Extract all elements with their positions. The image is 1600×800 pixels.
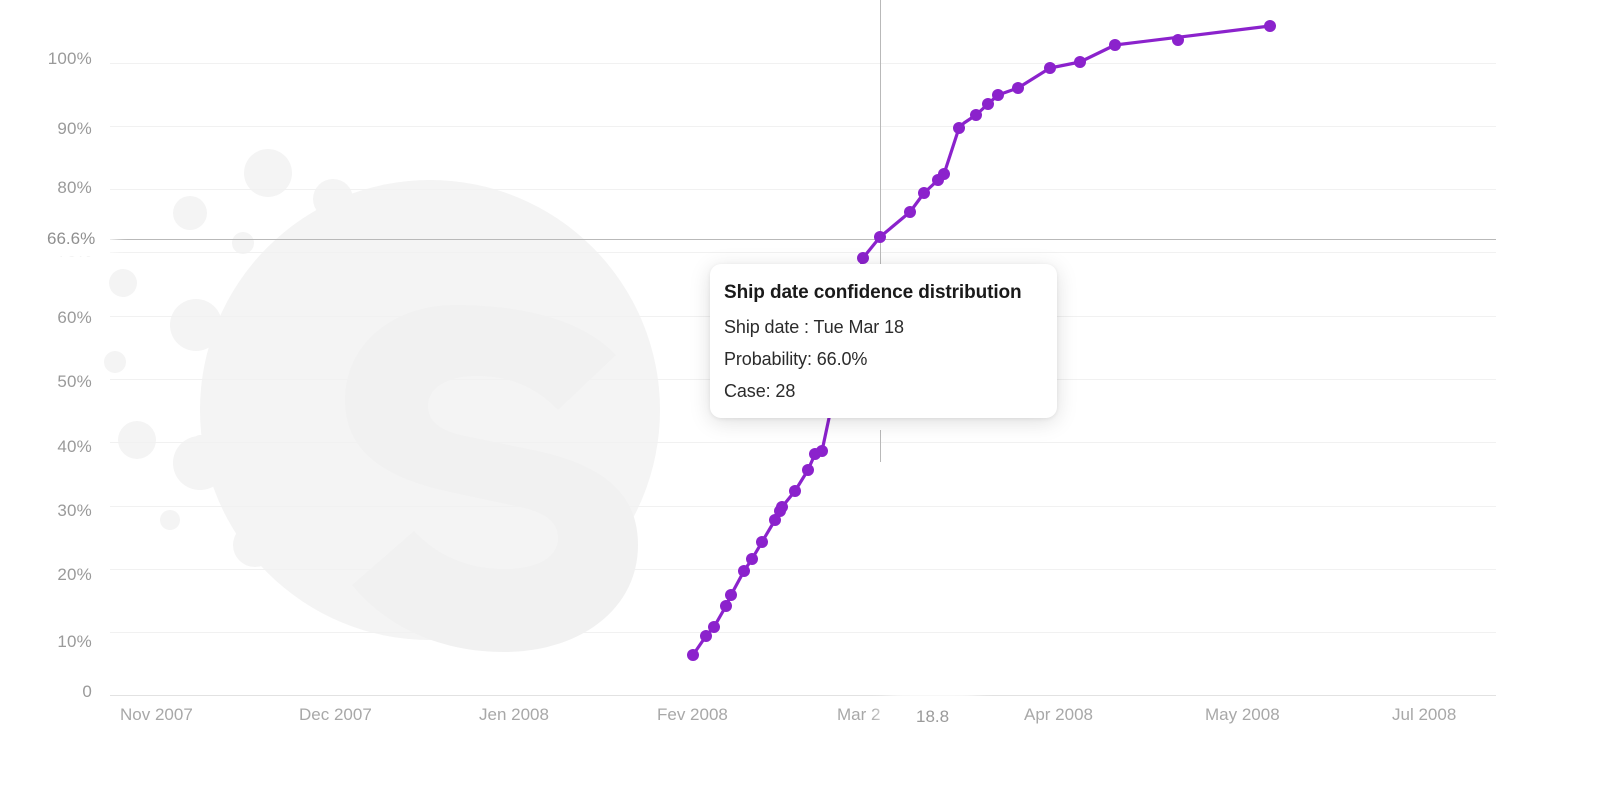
x-axis-label-apr-2008: Apr 2008 (1024, 705, 1093, 724)
series-line-chart (687, 20, 1276, 661)
chart-tooltip: Ship date confidence distribution Ship d… (710, 264, 1057, 418)
y-axis-label-60: 60% (57, 308, 92, 327)
y-axis-label-30: 30% (57, 501, 92, 520)
y-axis-label-40: 40% (57, 437, 92, 456)
x-axis-label-jen-2008: Jen 2008 (479, 705, 549, 724)
tooltip-title: Ship date confidence distribution (724, 282, 1022, 303)
y-axis-label-100: 100% (47, 49, 92, 68)
y-axis-label-10: 10% (57, 632, 92, 651)
crosshair-vertical-upper (880, 0, 881, 265)
crosshair-horizontal (110, 239, 1496, 240)
series-points (687, 20, 1276, 661)
gridline-100 (110, 63, 1496, 64)
tooltip-case: Case: 28 (724, 381, 796, 401)
x-axis-label-jul-2008: Jul 2008 (1392, 705, 1457, 724)
gridline-10 (110, 632, 1496, 633)
y-axis-highlight-pill: 66.6% (33, 222, 110, 256)
gridline-90 (110, 126, 1496, 127)
y-axis-label-80: 80% (57, 178, 92, 197)
gridline-40 (110, 442, 1496, 443)
tooltip-ship-date: Ship date : Tue Mar 18 (724, 317, 904, 337)
gridline-70 (110, 252, 1496, 253)
x-axis-baseline (110, 695, 1496, 696)
gridline-20 (110, 569, 1496, 570)
y-axis-label-90: 90% (57, 119, 92, 138)
x-axis-label-dec-2007: Dec 2007 (299, 705, 372, 724)
x-axis-label-fev-2008: Fev 2008 (657, 705, 728, 724)
gridline-80 (110, 189, 1496, 190)
y-axis-highlight-value: 66.6% (47, 229, 96, 248)
tooltip-probability: Probability: 66.0% (724, 349, 868, 369)
x-axis-label-may-2008: May 2008 (1205, 705, 1280, 724)
crosshair-vertical-lower (880, 430, 881, 462)
y-axis-label-50: 50% (57, 372, 92, 391)
x-axis-highlight-pill: 18.8 (890, 699, 976, 735)
x-axis-label-mar-2008: Mar 2 (837, 705, 881, 724)
y-axis-label-20: 20% (57, 565, 92, 584)
gridline-30 (110, 506, 1496, 507)
x-axis-label-nov-2007: Nov 2007 (120, 705, 193, 724)
x-axis-highlight-value: 18.8 (916, 707, 950, 726)
y-axis-label-0: 0 (82, 682, 92, 701)
